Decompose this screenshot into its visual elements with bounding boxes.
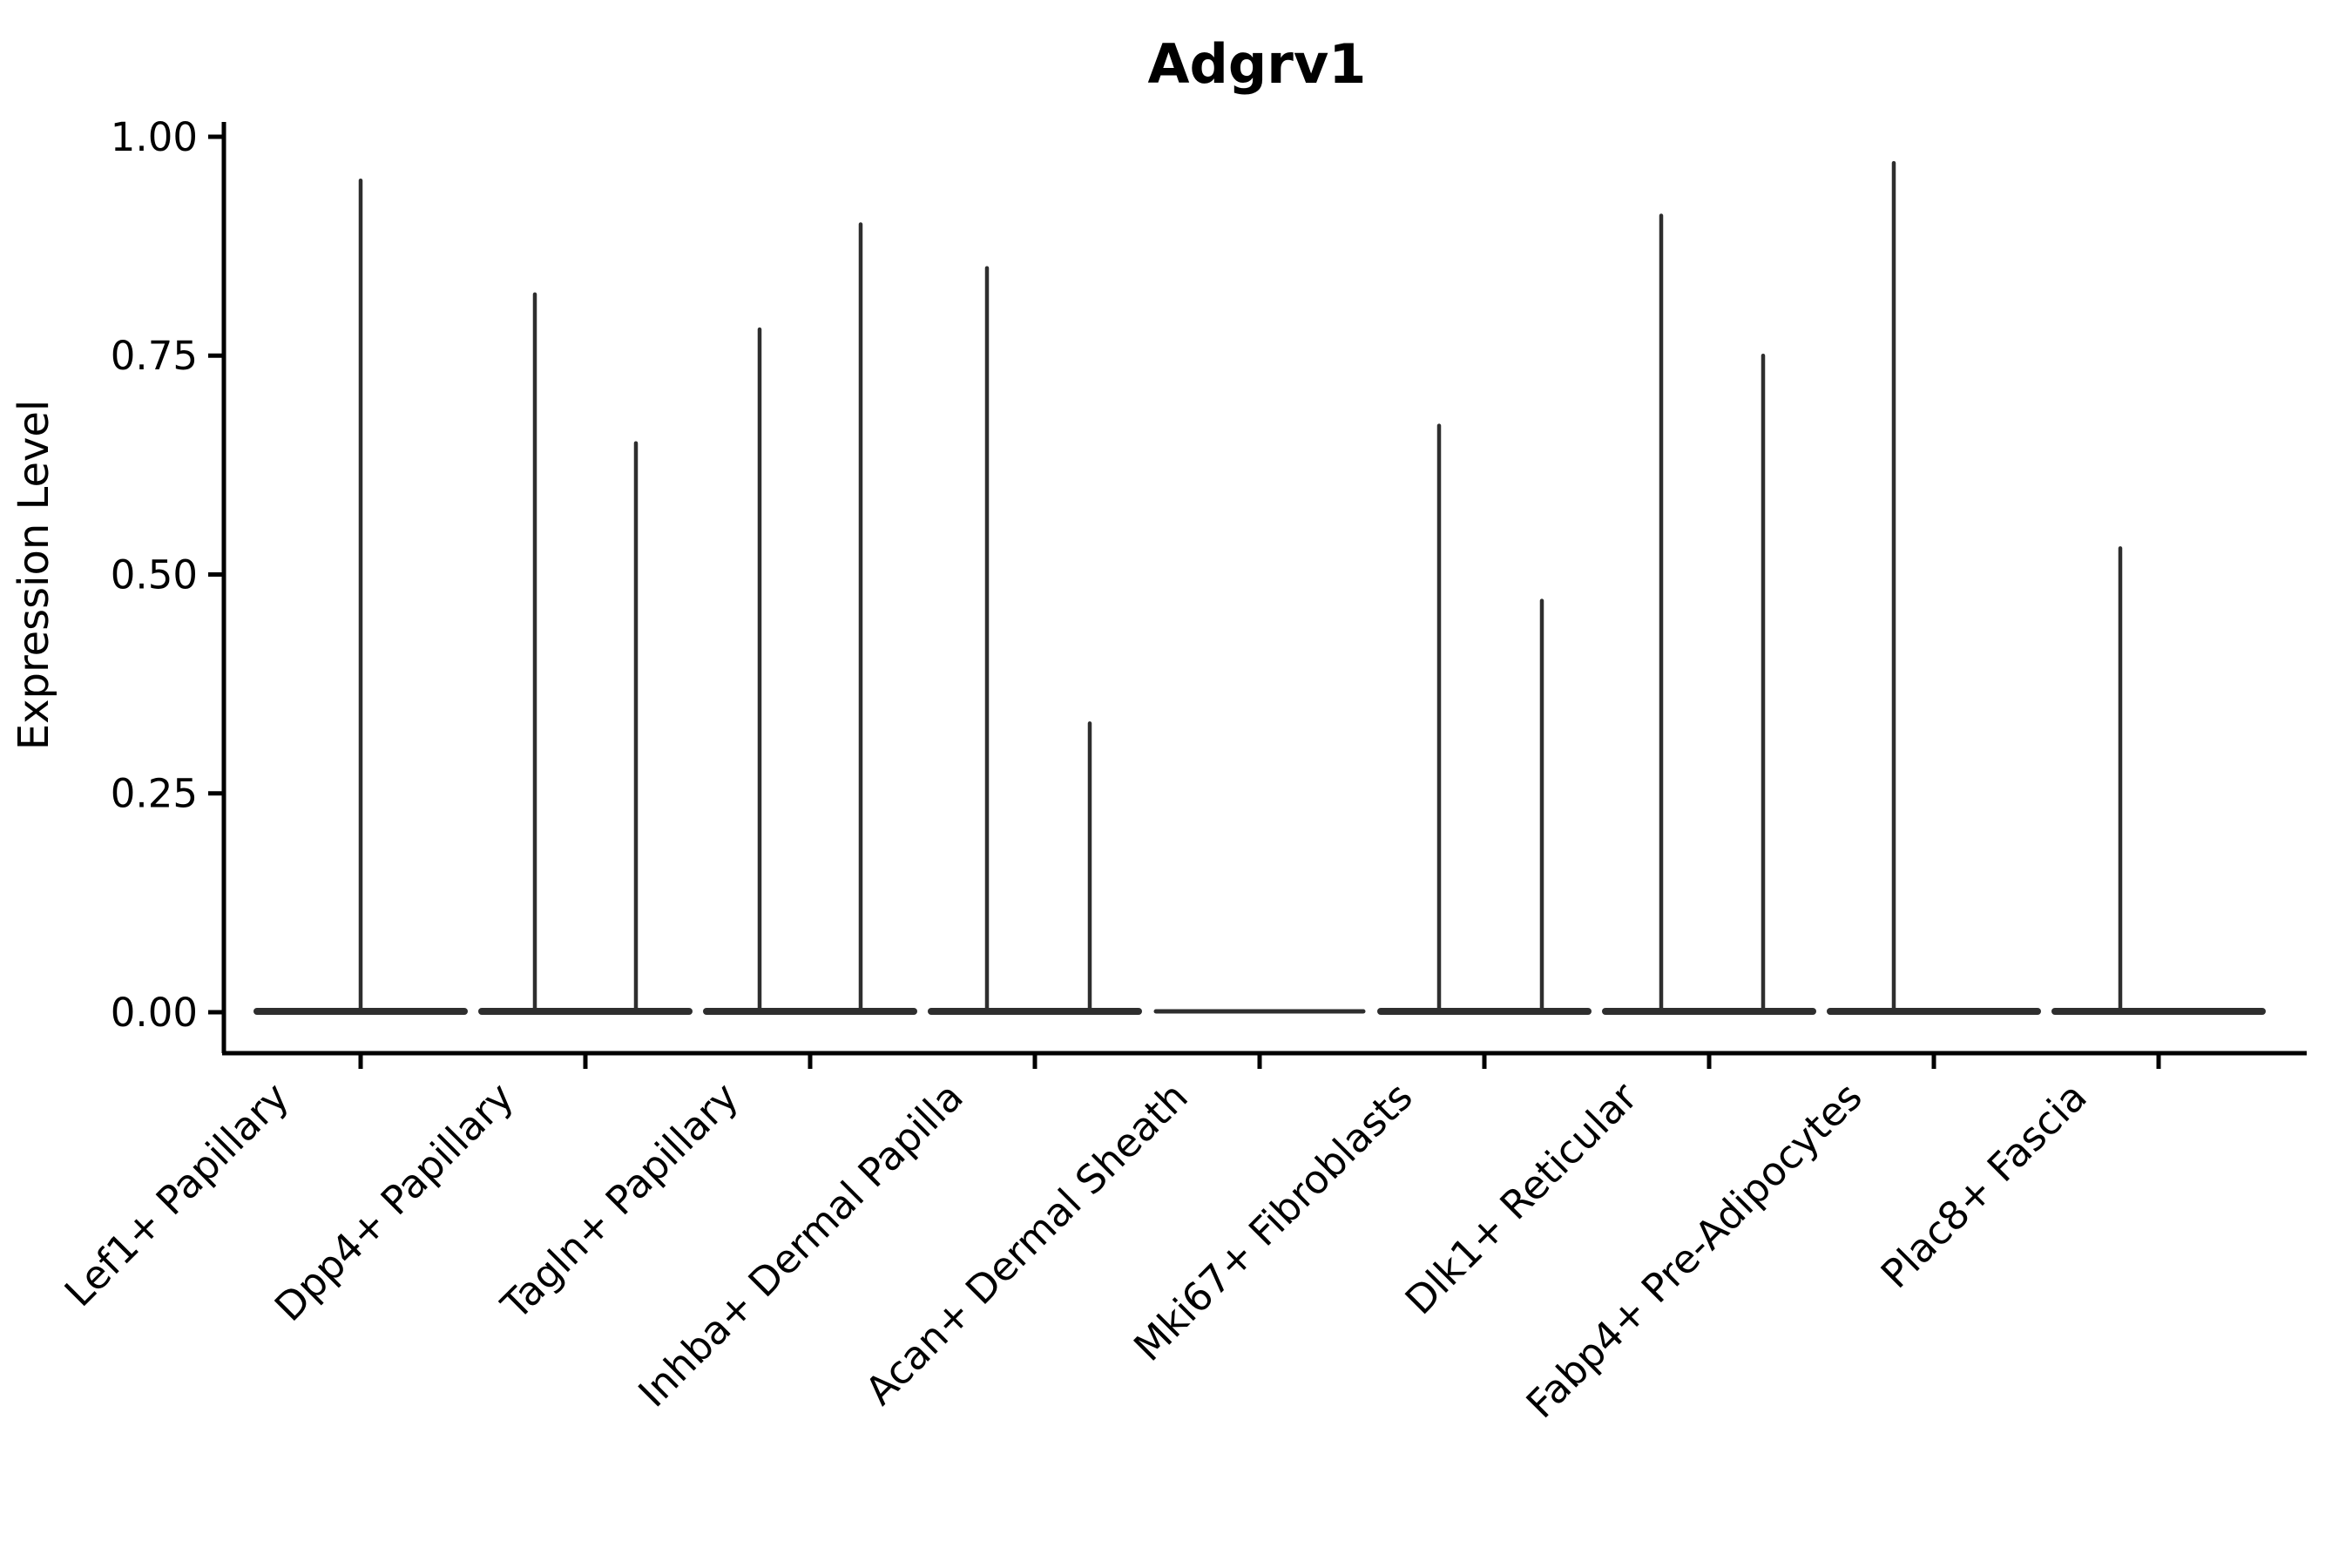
violin xyxy=(1602,213,1816,1015)
x-tick-label: Plac8+ Fascia xyxy=(1872,1073,2096,1297)
x-tick-label: Dpp4+ Papillary xyxy=(266,1073,523,1330)
y-tick-label: 0.75 xyxy=(111,333,198,379)
violin xyxy=(1377,423,1592,1015)
y-tick-label: 0.00 xyxy=(111,990,198,1036)
violin xyxy=(478,292,693,1015)
y-tick-label: 0.50 xyxy=(111,551,198,598)
y-tick-label: 0.25 xyxy=(111,771,198,817)
x-tick-label: Dlk1+ Reticular xyxy=(1396,1073,1646,1323)
y-tick-label: 1.00 xyxy=(111,114,198,160)
chart-title: Adgrv1 xyxy=(1148,32,1367,96)
violins-layer xyxy=(253,160,2266,1015)
y-axis-label: Expression Level xyxy=(10,400,58,751)
violin xyxy=(2051,546,2266,1015)
violin xyxy=(1827,160,2041,1015)
x-tick-label: Lef1+ Papillary xyxy=(56,1073,298,1315)
y-axis: 0.00 0.25 0.50 0.75 1.00 xyxy=(111,114,226,1053)
x-tick-label: Tagln+ Papillary xyxy=(492,1073,747,1328)
violin xyxy=(253,179,468,1015)
violin xyxy=(928,266,1142,1015)
violin xyxy=(703,222,917,1015)
